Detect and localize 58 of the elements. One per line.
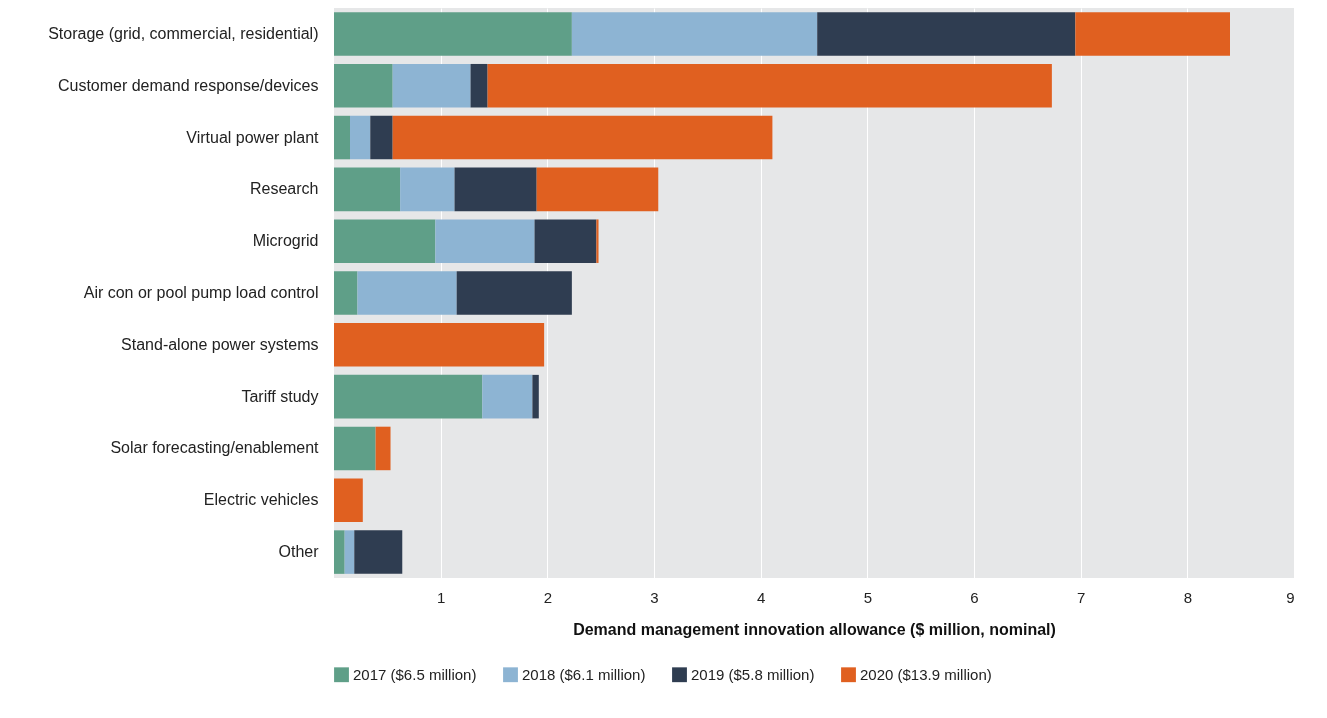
- bar: [357, 271, 457, 315]
- bar: [334, 12, 572, 56]
- bar: [354, 530, 403, 574]
- y-tick-label: Virtual power plant: [186, 128, 320, 146]
- bar: [334, 530, 345, 574]
- x-tick-label: 9: [1286, 588, 1295, 606]
- bar: [350, 115, 371, 160]
- y-tick-label: Customer demand response/devices: [57, 76, 319, 94]
- y-tick-label: Research: [250, 180, 319, 198]
- bar: [334, 426, 376, 471]
- x-tick-label: 8: [1183, 588, 1193, 606]
- x-tick-label: 4: [756, 588, 766, 606]
- bar: [334, 478, 363, 523]
- y-tick-label: Solar forecasting/enablement: [110, 439, 320, 457]
- bar: [334, 219, 436, 263]
- bar: [487, 63, 1052, 108]
- bar: [334, 374, 483, 419]
- x-tick-label: 3: [650, 588, 659, 606]
- legend-label: 2019 ($5.8 million): [691, 665, 815, 683]
- x-axis-title: Demand management innovation allowance ($ million, nominal): [573, 620, 1056, 638]
- legend-label: 2017 ($6.5 million): [353, 665, 477, 683]
- bar: [344, 530, 355, 574]
- y-tick-label: Air con or pool pump load control: [83, 284, 319, 301]
- x-tick-label: 6: [970, 588, 979, 606]
- bar: [392, 63, 471, 108]
- y-tick-label: Stand-alone power systems: [121, 335, 319, 353]
- x-tick-label: 1: [436, 588, 446, 606]
- x-tick-label: 2: [543, 588, 553, 606]
- bar: [370, 115, 393, 160]
- bar: [571, 12, 818, 56]
- bar: [392, 115, 773, 160]
- x-tick-label: 7: [1076, 588, 1086, 606]
- x-tick-label: 5: [863, 588, 873, 606]
- bar: [596, 219, 599, 263]
- bar: [334, 167, 401, 212]
- bar: [456, 271, 572, 315]
- bar: [435, 219, 535, 263]
- bar: [1075, 12, 1230, 56]
- bar: [817, 12, 1076, 56]
- bar: [532, 374, 539, 419]
- y-tick-label: Microgrid: [252, 232, 319, 250]
- y-tick-label: Storage (grid, commercial, residential): [48, 24, 319, 42]
- bar: [454, 167, 537, 212]
- bar: [534, 219, 597, 263]
- bar: [375, 426, 391, 471]
- bar: [400, 167, 455, 212]
- bar: [334, 271, 358, 315]
- bar: [536, 167, 659, 212]
- y-tick-label: Electric vehicles: [203, 491, 319, 509]
- legend-label: 2018 ($6.1 million): [522, 665, 646, 683]
- bar: [334, 115, 350, 160]
- legend-label: 2020 ($13.9 million): [860, 665, 992, 683]
- y-tick-label: Tariff study: [241, 387, 319, 405]
- bar: [470, 63, 488, 108]
- bar: [334, 323, 545, 367]
- bar: [482, 374, 533, 419]
- bar: [334, 63, 393, 108]
- y-tick-label: Other: [278, 543, 320, 561]
